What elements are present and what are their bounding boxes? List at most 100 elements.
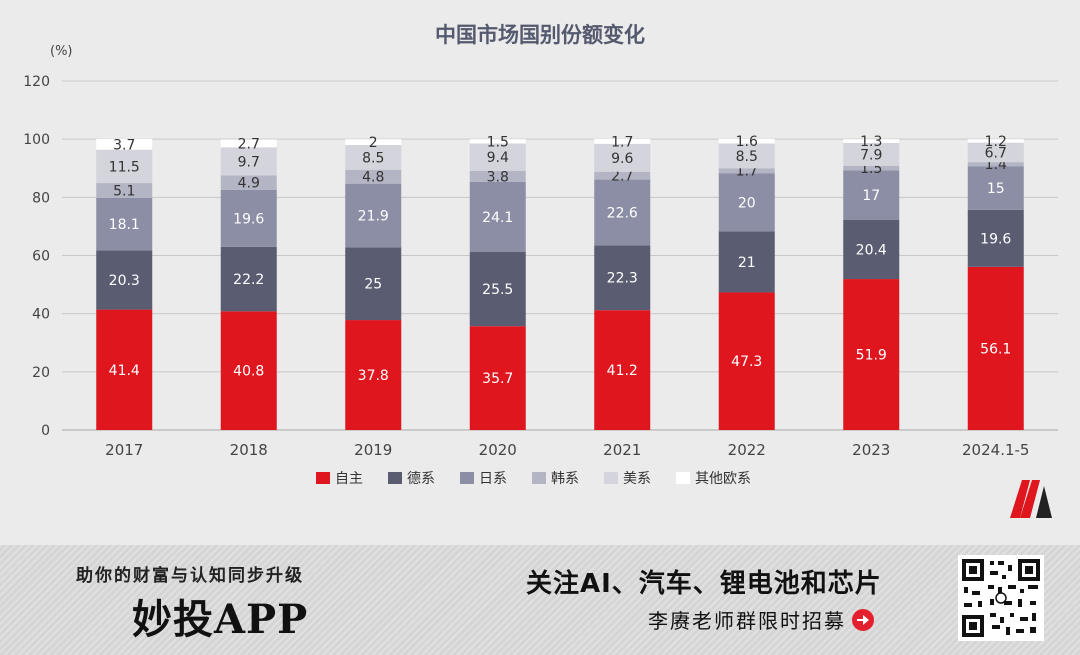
bar-segment	[469, 143, 526, 171]
bar-segment	[96, 138, 153, 150]
legend-item: 自主	[316, 471, 363, 487]
data-label: 1.2	[985, 134, 1007, 150]
y-tick-label: 80	[32, 190, 50, 206]
legend-swatch	[460, 472, 474, 484]
data-label: 25	[364, 277, 382, 293]
bar-segment	[96, 309, 153, 430]
data-label: 19.6	[233, 211, 264, 227]
data-label: 2	[369, 135, 378, 151]
legend-item: 美系	[604, 471, 651, 487]
x-tick-label: 2020	[479, 441, 517, 459]
bar-segment	[967, 166, 1024, 210]
bar-segment	[718, 168, 775, 174]
bars: 41.4 20.3 18.1 5.1 11.5 3.7 40.8 22.2 19.6 4.9 9.7…	[96, 134, 1024, 430]
y-tick-label: 40	[32, 307, 50, 323]
bar-segment	[843, 219, 900, 280]
data-label: 41.4	[109, 363, 140, 379]
bar-segment	[967, 139, 1024, 143]
data-label: 9.6	[611, 151, 633, 167]
y-axis-ticks: 0 20 40 60 80 100 120	[23, 74, 50, 439]
data-label: 18.1	[109, 217, 140, 233]
bar-segment	[594, 171, 651, 180]
bar-segment	[96, 149, 153, 184]
bar-segment	[967, 142, 1024, 163]
bar-segment	[843, 279, 900, 430]
data-label: 15	[987, 181, 1005, 197]
bar-segment	[718, 292, 775, 430]
y-tick-label: 60	[32, 249, 50, 265]
bar-segment	[220, 311, 277, 430]
x-tick-label: 2019	[354, 441, 392, 459]
bar-segment	[220, 147, 277, 176]
bar-segment	[967, 266, 1024, 430]
data-label: 25.5	[482, 282, 513, 298]
data-label: 22.6	[607, 205, 638, 221]
bar-segment	[220, 189, 277, 247]
data-label: 22.3	[607, 271, 638, 287]
legend-item: 韩系	[532, 471, 579, 487]
legend-swatch	[532, 472, 546, 484]
bar-segment	[345, 183, 402, 248]
data-label: 56.1	[980, 341, 1011, 357]
x-tick-label: 2018	[230, 441, 268, 459]
data-label: 9.7	[238, 154, 260, 170]
bar-segment	[345, 247, 402, 321]
data-label: 3.7	[113, 137, 135, 153]
bar-segment	[220, 175, 277, 190]
data-label: 47.3	[731, 354, 762, 370]
bar-segment	[594, 310, 651, 430]
legend-swatch	[316, 472, 330, 484]
data-label: 20.4	[856, 242, 887, 258]
bar-segment	[594, 143, 651, 172]
bar-segment	[96, 250, 153, 310]
data-label: 1.7	[611, 134, 633, 150]
x-tick-label: 2022	[728, 441, 766, 459]
qr-code-icon[interactable]	[958, 555, 1044, 641]
bar-segment	[345, 169, 402, 184]
footer-subline-row[interactable]: 李赓老师群限时招募	[648, 605, 874, 634]
legend-label: 韩系	[551, 471, 579, 487]
chart-title: 中国市场国别份额变化	[435, 23, 645, 47]
footer-subline: 李赓老师群限时招募	[648, 609, 846, 633]
legend-item: 日系	[460, 471, 507, 487]
brand-logo-icon	[1010, 480, 1052, 518]
legend-label: 其他欧系	[695, 471, 751, 487]
legend-swatch	[676, 472, 690, 484]
x-axis-ticks: 2017 2018 2019 2020 2021 2022 2023 2024.1-5	[105, 441, 1029, 459]
bar-segment	[718, 173, 775, 232]
bar-segment	[469, 181, 526, 253]
bar-segment	[843, 142, 900, 166]
bar-segment	[96, 183, 153, 198]
bar-segment	[594, 179, 651, 246]
bar-segment	[469, 170, 526, 182]
data-label: 24.1	[482, 210, 513, 226]
data-label: 20	[738, 195, 756, 211]
arrow-right-circle-icon[interactable]	[852, 608, 874, 631]
x-tick-label: 2021	[603, 441, 641, 459]
legend-swatch	[604, 472, 618, 484]
data-label: 35.7	[482, 371, 513, 387]
data-label: 8.5	[362, 150, 384, 166]
bar-segment	[345, 320, 402, 430]
bar-segment	[967, 209, 1024, 267]
data-label: 22.2	[233, 272, 264, 288]
bar-segment	[469, 139, 526, 144]
data-label: 41.2	[607, 363, 638, 379]
bar-segment	[469, 326, 526, 430]
bar-segment	[967, 162, 1024, 167]
bar-segment	[594, 138, 651, 144]
legend-label: 德系	[407, 471, 435, 487]
data-label: 21	[738, 255, 756, 271]
data-label: 19.6	[980, 231, 1011, 247]
data-label: 8.5	[736, 149, 758, 165]
data-label: 40.8	[233, 364, 264, 380]
bar-segment	[594, 245, 651, 311]
bar-segment	[843, 165, 900, 171]
bar-segment	[96, 197, 153, 251]
x-tick-label: 2017	[105, 441, 143, 459]
bar-segment	[220, 139, 277, 148]
data-label: 4.9	[238, 176, 260, 192]
data-label: 11.5	[109, 159, 140, 175]
bar-segment	[843, 139, 900, 143]
bar-segment	[345, 139, 402, 145]
